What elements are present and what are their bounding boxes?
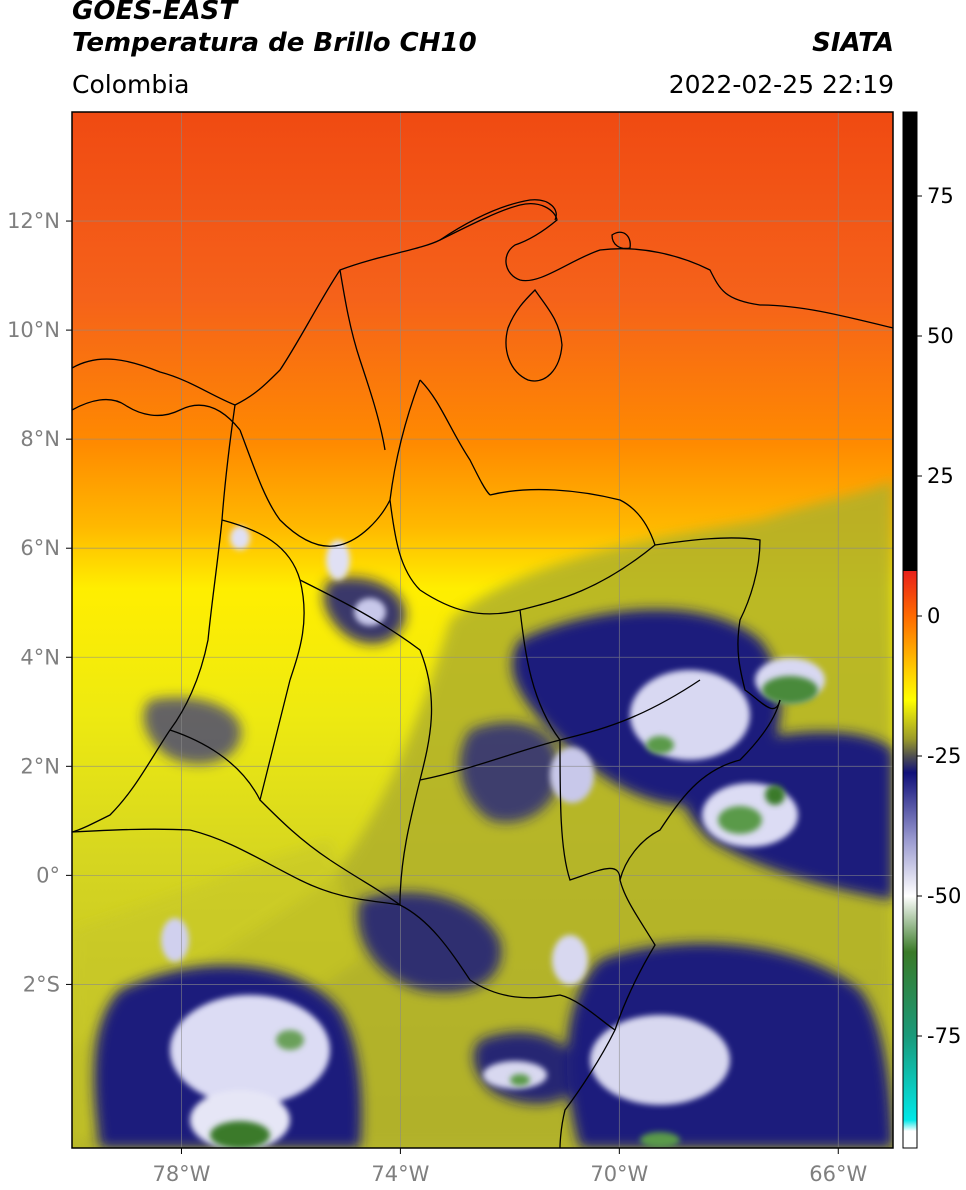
lat-tick-label: 2°N: [20, 754, 60, 778]
dept-10: [559, 739, 621, 881]
colorbar-tick-label: 25: [927, 464, 954, 488]
guajira: [439, 199, 557, 241]
lat-tick-label: 10°N: [7, 318, 60, 342]
dept-12: [519, 609, 561, 741]
region-label: Colombia: [72, 70, 190, 99]
lon-tick-label: 66°W: [809, 1162, 867, 1186]
colorbar-tick-label: -50: [927, 884, 961, 908]
caribbean-coast: [72, 203, 893, 406]
venezuela-border: [489, 488, 781, 709]
boundaries: [72, 199, 893, 1148]
dept-2: [339, 269, 386, 451]
product-title: Temperatura de Brillo CH10: [72, 28, 477, 58]
colorbar-tick-label: -25: [927, 744, 961, 768]
graticule: [72, 112, 893, 1148]
lake-maracaibo: [505, 288, 563, 382]
lon-tick-labels: 78°W 74°W 70°W 66°W: [152, 1148, 867, 1186]
aruba-curacao: [611, 231, 631, 250]
pacific-coast: [72, 404, 236, 833]
lat-tick-label: 6°N: [20, 536, 60, 560]
dept-5: [419, 544, 656, 615]
dept-11: [329, 859, 401, 906]
panama-coast: [72, 398, 241, 431]
colorbar-frame: [902, 111, 918, 1149]
lat-tick-label: 0°: [36, 863, 60, 887]
lat-tick-labels: 12°N 10°N 8°N 6°N 4°N 2°N 0° 2°S: [7, 209, 72, 996]
dept-1: [239, 429, 391, 547]
venezuela-west: [419, 379, 491, 496]
colorbar-tick-label: 50: [927, 324, 954, 348]
colorbar: 75 50 25 0 -25 -50 -75: [902, 111, 961, 1149]
colorbar-ticks: 75 50 25 0 -25 -50 -75: [917, 184, 961, 1048]
brazil-border: [614, 699, 781, 1031]
lat-tick-label: 2°S: [23, 972, 60, 996]
dept-6: [299, 579, 433, 781]
colorbar-bar: [903, 112, 917, 1148]
dept-3: [389, 379, 421, 591]
lon-tick-label: 74°W: [371, 1162, 429, 1186]
lat-tick-label: 8°N: [20, 427, 60, 451]
agency-label: SIATA: [812, 28, 894, 58]
dept-9: [399, 779, 421, 906]
lon-tick-label: 70°W: [590, 1162, 648, 1186]
colorbar-tick-label: 75: [927, 184, 954, 208]
lat-tick-label: 12°N: [7, 209, 60, 233]
map-frame: [71, 111, 894, 1149]
ecuador-border: [72, 828, 616, 1031]
peru-border: [559, 1029, 616, 1148]
map-panel: [72, 112, 893, 1148]
colorbar-tick-label: -75: [927, 1024, 961, 1048]
dept-13: [169, 729, 261, 801]
satellite-title: GOES-EAST: [72, 0, 238, 26]
lat-tick-label: 4°N: [20, 645, 60, 669]
cloud-coldest-layer: [210, 676, 818, 1148]
lon-tick-label: 78°W: [152, 1162, 210, 1186]
datetime-label: 2022-02-25 22:19: [668, 70, 894, 99]
colorbar-tick-label: 0: [927, 604, 940, 628]
